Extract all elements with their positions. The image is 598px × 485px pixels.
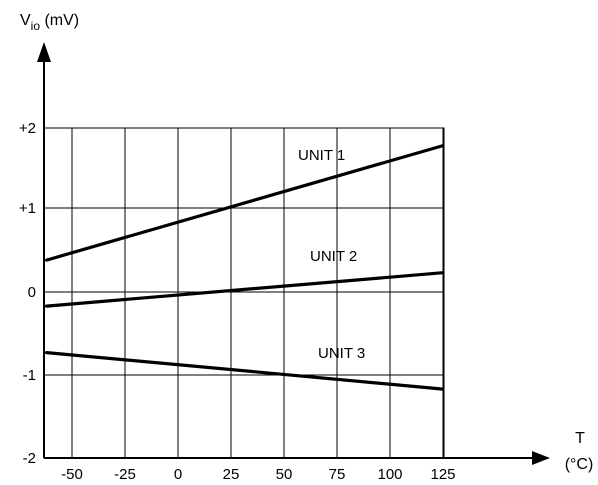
series-line-unit-2 [44, 271, 445, 308]
y-tick-label: +2 [19, 120, 36, 137]
y-tick-label: +1 [19, 200, 36, 217]
y-axis-title-subscript: io [31, 19, 41, 33]
plot-frame [43, 127, 445, 459]
y-tick-label: -1 [23, 367, 36, 384]
series-line-unit-1 [44, 144, 445, 262]
x-axis-arrow [532, 451, 550, 465]
axes [37, 42, 550, 465]
x-axis-unit: (°C) [565, 456, 594, 473]
grid [43, 127, 445, 459]
series-label-unit-3: UNIT 3 [318, 345, 365, 362]
x-axis-title: T [575, 430, 585, 447]
y-axis-title-main: V [20, 12, 31, 29]
series-group [44, 144, 445, 391]
x-tick-label: 25 [223, 466, 240, 483]
labels-group: +2 +1 0 -1 -2 -50 -25 0 25 50 75 100 125 Vio (mV) T (°C… [19, 12, 593, 483]
x-tick-label: -50 [61, 466, 83, 483]
y-tick-label: -2 [23, 450, 36, 467]
x-tick-label: 75 [329, 466, 346, 483]
x-tick-label: 125 [430, 466, 455, 483]
y-tick-label: 0 [28, 284, 36, 301]
series-line-unit-3 [44, 351, 445, 391]
x-tick-label: 50 [276, 466, 293, 483]
series-label-unit-1: UNIT 1 [298, 147, 345, 164]
series-label-unit-2: UNIT 2 [310, 248, 357, 265]
y-axis-title-unit: (mV) [40, 12, 79, 29]
x-tick-label: 100 [377, 466, 402, 483]
x-tick-label: -25 [114, 466, 136, 483]
y-axis-arrow [37, 42, 51, 62]
y-axis-title: Vio (mV) [20, 12, 79, 33]
x-tick-label: 0 [174, 466, 182, 483]
